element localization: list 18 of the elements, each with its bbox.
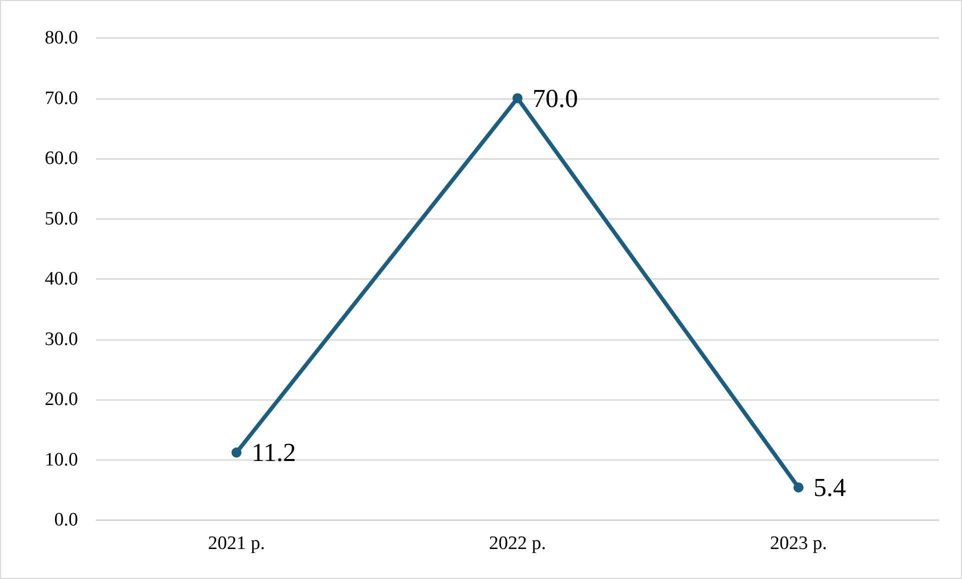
y-tick-label: 0.0 [54,510,78,530]
y-tick-label: 70.0 [44,88,78,109]
point [232,448,242,458]
data-label: 70.0 [532,84,578,113]
x-tick-label: 2022 р. [489,533,546,554]
y-tick-label: 40.0 [44,268,78,290]
y-tick-label: 10.0 [44,449,78,470]
x-tick-label: 2021 р. [208,533,265,554]
y-tick-label: 80.0 [44,28,78,48]
y-tick-label: 60.0 [44,148,78,169]
y-tick-label: 30.0 [44,328,78,350]
point [512,93,522,104]
x-tick-label: 2023 р. [770,533,827,554]
y-tick-label: 50.0 [44,208,78,230]
data-label: 5.4 [814,472,846,502]
y-tick-label: 20.0 [44,389,78,410]
point [794,482,804,492]
data-label: 11.2 [252,438,296,468]
